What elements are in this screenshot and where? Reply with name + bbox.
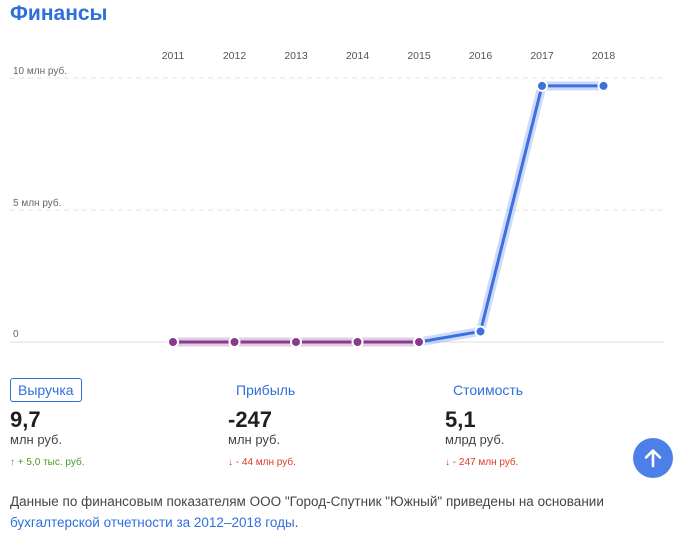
metric-revenue-value: 9,7 <box>10 407 41 432</box>
arrow-down-icon: ↓ <box>228 457 233 468</box>
data-point <box>228 336 241 348</box>
y-tick-label: 0 <box>13 329 19 340</box>
revenue-line-chart: 2011 2012 2013 2014 2015 2016 2017 2018 0 5 млн р… <box>10 50 664 348</box>
metric-tab-revenue[interactable]: Выручка <box>10 378 82 402</box>
metric-value-worth: Стоимость 5,1 млрд руб. ↓ - 247 млн руб. <box>445 378 531 468</box>
metric-revenue-delta: ↑ + 5,0 тыс. руб. <box>10 457 84 468</box>
metric-profit-value: -247 <box>228 407 273 432</box>
x-tick-label: 2012 <box>223 50 247 62</box>
metric-profit-unit: млн руб. <box>228 432 281 447</box>
metric-profit-delta: ↓ - 44 млн руб. <box>228 457 303 468</box>
data-source-end: . <box>294 515 299 530</box>
data-point <box>413 336 425 348</box>
data-point <box>536 79 548 92</box>
metric-revenue-delta-text: + 5,0 тыс. руб. <box>17 457 85 468</box>
data-point <box>167 336 179 348</box>
data-source-text: Данные по финансовым показателям ООО "Го… <box>10 494 604 509</box>
data-point <box>290 336 302 348</box>
metric-revenue: Выручка 9,7 млн руб. ↑ + 5,0 тыс. руб. <box>10 378 84 468</box>
accounting-report-link[interactable]: бухгалтерской отчетности за 2012–2018 го… <box>10 515 295 530</box>
x-tick-label: 2015 <box>407 50 431 62</box>
x-tick-label: 2016 <box>469 50 493 62</box>
metric-worth-delta: ↓ - 247 млн руб. <box>445 457 531 468</box>
x-tick-label: 2014 <box>346 50 370 62</box>
data-point <box>474 325 487 338</box>
metric-revenue-unit: млн руб. <box>10 432 63 447</box>
metric-worth-unit: млрд руб. <box>445 432 505 447</box>
metric-profit: Прибыль -247 млн руб. ↓ - 44 млн руб. <box>228 378 303 468</box>
data-point <box>351 336 364 348</box>
x-tick-label: 2011 <box>162 50 185 62</box>
metric-worth-delta-text: - 247 млн руб. <box>452 457 519 468</box>
metric-tab-profit[interactable]: Прибыль <box>236 382 296 398</box>
scroll-to-top-button[interactable] <box>633 438 673 478</box>
data-point <box>597 79 610 92</box>
metric-worth-value: 5,1 <box>445 407 476 432</box>
arrow-up-icon: ↑ <box>10 457 15 468</box>
x-tick-label: 2013 <box>284 50 308 62</box>
data-source-note: Данные по финансовым показателям ООО "Го… <box>10 491 670 533</box>
y-tick-label: 5 млн руб. <box>13 197 61 209</box>
arrow-down-icon: ↓ <box>445 457 450 468</box>
x-tick-label: 2018 <box>592 50 616 62</box>
metric-profit-delta-text: - 44 млн руб. <box>235 457 296 468</box>
section-title: Финансы <box>10 2 108 25</box>
x-tick-label: 2017 <box>530 50 554 62</box>
y-tick-label: 10 млн руб. <box>13 65 67 77</box>
metric-tab-worth[interactable]: Стоимость <box>453 382 524 398</box>
series-line-segment <box>479 84 544 333</box>
series-line-segment <box>417 329 482 344</box>
arrow-up-icon <box>644 449 662 468</box>
